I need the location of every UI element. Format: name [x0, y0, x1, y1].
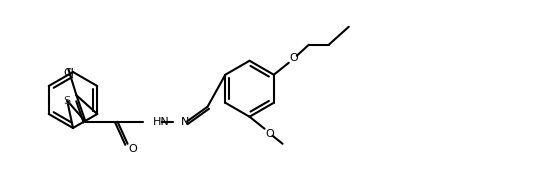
Text: HN: HN	[153, 117, 169, 127]
Text: Cl: Cl	[63, 68, 74, 78]
Text: O: O	[265, 129, 274, 139]
Text: O: O	[128, 144, 137, 154]
Text: N: N	[181, 117, 189, 127]
Text: O: O	[289, 53, 298, 63]
Text: S: S	[63, 96, 70, 106]
